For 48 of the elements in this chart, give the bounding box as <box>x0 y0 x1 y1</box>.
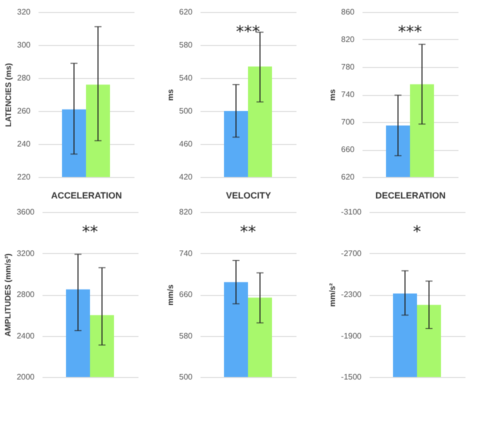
y-axis-title: ms <box>328 88 338 101</box>
x-axis-title: DECELERATION <box>375 190 446 200</box>
y-tick-label: 240 <box>17 140 32 148</box>
x-axis-title: VELOCITY <box>226 190 272 200</box>
y-tick-label: -1500 <box>341 372 362 382</box>
y-axis-title: ms <box>166 88 176 101</box>
y-tick-label: 280 <box>17 74 32 82</box>
y-tick-label: 220 <box>17 172 32 182</box>
y-tick-label: 820 <box>341 35 356 44</box>
annotation: *** <box>236 22 260 41</box>
y-tick-label: 780 <box>341 62 356 72</box>
y-tick-label: 320 <box>17 8 32 16</box>
y-tick-label: 700 <box>341 118 356 126</box>
y-tick-label: 580 <box>179 40 194 50</box>
y-tick-label: 860 <box>341 8 356 16</box>
y-tick-label: 540 <box>179 74 194 82</box>
y-tick-label: 820 <box>179 208 194 216</box>
y-tick-label: 3600 <box>16 208 36 216</box>
y-axis-title: AMPLITUDES (mm/s²) <box>4 253 13 337</box>
y-tick-label: 3200 <box>16 248 36 258</box>
y-tick-label: 300 <box>17 40 32 50</box>
y-tick-label: 500 <box>179 106 194 116</box>
annotation: ** <box>82 222 98 241</box>
y-tick-label: -2300 <box>341 290 362 299</box>
y-tick-label: -1900 <box>341 331 362 340</box>
y-tick-label: 580 <box>179 331 194 340</box>
y-tick-label: 740 <box>179 248 194 258</box>
y-tick-label: 620 <box>341 172 356 182</box>
y-axis-title: mm/s² <box>328 282 338 307</box>
y-tick-label: 500 <box>179 372 194 382</box>
y-tick-label: 2400 <box>16 331 36 340</box>
annotation: *** <box>398 22 422 41</box>
y-tick-label: 660 <box>179 290 194 299</box>
y-tick-label: 460 <box>179 140 194 148</box>
y-tick-label: 2800 <box>16 290 36 299</box>
y-tick-label: 260 <box>17 106 32 116</box>
y-tick-label: -2700 <box>341 248 362 258</box>
y-tick-label: 620 <box>179 8 194 16</box>
y-tick-label: 740 <box>341 90 356 99</box>
x-axis-title: ACCELERATION <box>51 190 122 200</box>
y-axis-title: LATENCIES (ms) <box>4 62 14 127</box>
y-tick-label: 660 <box>341 145 356 154</box>
annotation: ** <box>240 222 256 241</box>
y-tick-label: 420 <box>179 172 194 182</box>
annotation: * <box>413 222 421 241</box>
y-tick-label: -3100 <box>341 208 362 216</box>
y-axis-title: mm/s <box>166 284 176 306</box>
y-tick-label: 2000 <box>16 372 36 382</box>
